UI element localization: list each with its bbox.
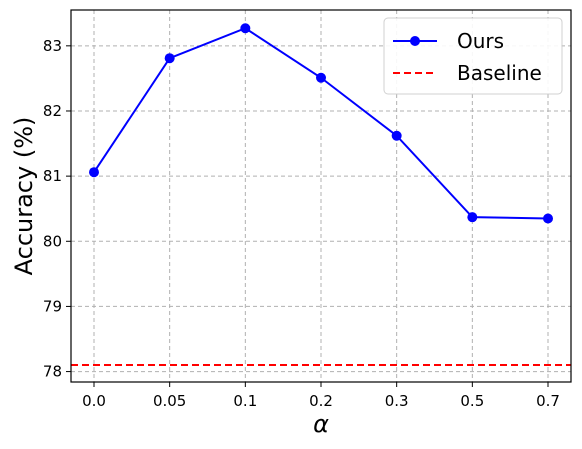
x-tick-label: 0.3: [385, 392, 409, 410]
y-axis-title: Accuracy (%): [10, 117, 38, 276]
x-ticks: 0.0 0.05 0.1 0.2 0.3 0.5 0.7: [82, 382, 560, 410]
x-tick-label: 0.05: [153, 392, 186, 410]
x-axis-title: α: [313, 410, 329, 438]
legend-box: [383, 17, 563, 95]
data-point: [543, 213, 553, 224]
y-ticks: 78 79 80 81 82 83: [43, 37, 71, 381]
y-tick-label: 80: [43, 232, 62, 250]
data-point: [240, 23, 251, 34]
y-tick-label: 83: [43, 37, 62, 55]
data-point: [89, 167, 99, 178]
legend-ours-marker: [410, 36, 420, 46]
y-tick-label: 78: [43, 363, 62, 381]
x-tick-label: 0.5: [460, 392, 484, 410]
legend-ours-label: Ours: [457, 29, 504, 53]
x-tick-label: 0.1: [233, 392, 257, 410]
data-point: [391, 130, 402, 141]
x-tick-label: 0.0: [82, 392, 106, 410]
x-tick-label: 0.2: [309, 392, 333, 410]
y-tick-label: 81: [43, 167, 62, 185]
data-point: [316, 72, 326, 83]
y-tick-label: 79: [43, 297, 62, 315]
data-point: [164, 53, 175, 64]
data-point: [467, 212, 478, 223]
x-tick-label: 0.7: [536, 392, 560, 410]
y-tick-label: 82: [43, 102, 62, 120]
legend-baseline-label: Baseline: [457, 61, 542, 85]
series-layer: [89, 23, 553, 224]
legend: Ours Baseline: [383, 17, 563, 95]
